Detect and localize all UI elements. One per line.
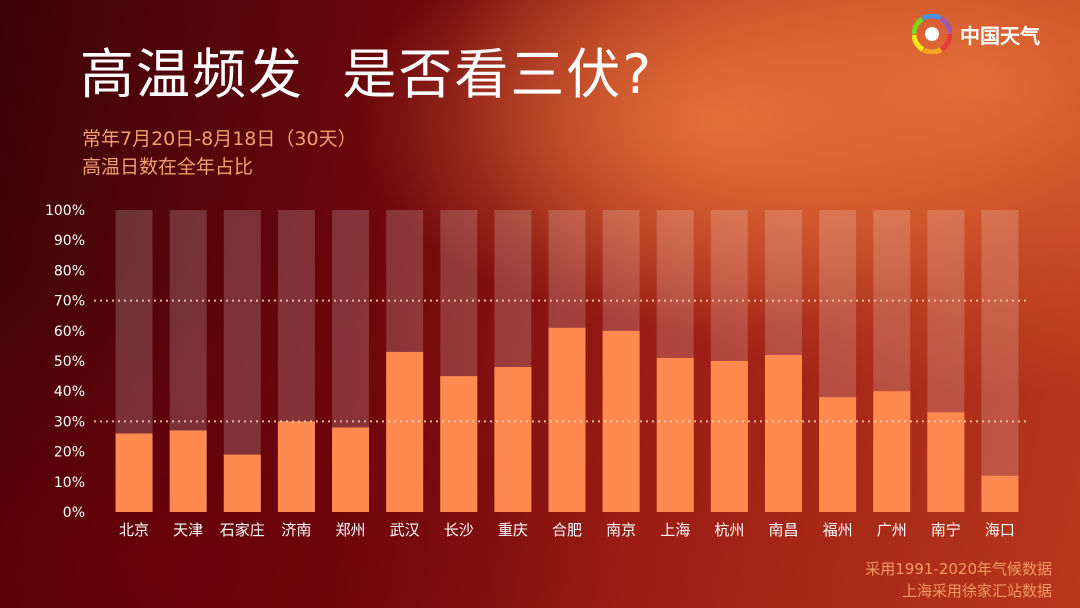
y-axis-ticks: 0% 10% 20% 30% 40% 50% 60% 70% 80% 90% 100% [45,203,85,521]
chart-subtitle-line2: 高温日数在全年占比 [82,156,254,178]
y-tick-label: 30% [54,414,85,430]
bar [819,397,857,512]
brand-logo: 中国天气 [912,12,1040,56]
x-tick-label: 重庆 [498,521,528,539]
x-tick-label: 杭州 [714,521,744,539]
x-tick-label: 合肥 [552,521,582,539]
x-tick-label: 广州 [877,521,907,539]
bar [440,376,478,512]
x-tick-label: 上海 [660,521,690,539]
x-tick-label: 海口 [985,521,1015,539]
bar [764,354,802,512]
x-tick-label: 济南 [281,521,311,539]
bar [169,430,207,512]
page-title: 高温频发 是否看三伏? [80,43,653,106]
x-tick-label: 长沙 [444,521,474,539]
brand-name: 中国天气 [960,23,1040,48]
bar [710,361,748,512]
x-tick-label: 武汉 [390,521,420,539]
x-tick-label: 南宁 [931,521,961,539]
bar [548,327,586,512]
y-tick-label: 80% [54,263,85,279]
y-tick-label: 50% [54,354,85,370]
bar-track [981,210,1019,512]
bar [656,357,694,512]
x-tick-label: 南京 [606,521,636,539]
bar [602,330,640,512]
bar [873,391,911,512]
x-tick-label: 郑州 [336,521,366,539]
y-tick-label: 70% [54,294,85,310]
bar [115,433,153,512]
bar [927,412,965,512]
y-tick-label: 90% [54,233,85,249]
x-tick-label: 福州 [823,521,853,539]
pinwheel-logo-icon [912,14,952,54]
bar [332,427,370,512]
bar [494,367,532,512]
x-tick-label: 北京 [119,521,149,539]
y-tick-label: 40% [54,384,85,400]
y-tick-label: 0% [63,505,85,521]
data-source-note-line2: 上海采用徐家汇站数据 [901,582,1052,600]
y-tick-label: 100% [45,203,85,219]
x-tick-label: 石家庄 [220,521,265,539]
y-tick-label: 20% [54,445,85,461]
bar [277,421,315,512]
y-tick-label: 10% [54,475,85,491]
data-source-note-line1: 采用1991-2020年气候数据 [865,560,1052,578]
chart-subtitle-line1: 常年7月20日-8月18日（30天） [82,128,357,150]
x-tick-label: 天津 [173,521,203,539]
x-axis-labels: 北京 天津 石家庄 济南 郑州 武汉 长沙 重庆 合肥 南京 上海 杭州 南昌 福州 广州 南宁 海口 [119,521,1015,539]
x-tick-label: 南昌 [768,521,798,539]
y-tick-label: 60% [54,324,85,340]
bar [386,351,424,512]
bar [223,454,261,512]
bar-series [115,327,1019,512]
bar [981,475,1019,512]
